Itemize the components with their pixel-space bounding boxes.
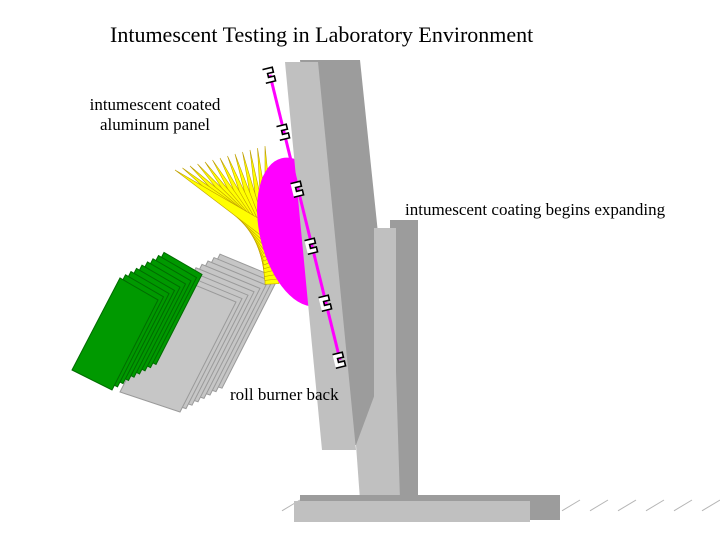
- diagram-stage: Intumescent Testing in Laboratory Enviro…: [0, 0, 720, 540]
- label-expand: intumescent coating begins expanding: [405, 200, 665, 220]
- label-panel-l2: aluminum panel: [100, 115, 210, 134]
- label-panel-l1: intumescent coated: [90, 95, 221, 114]
- label-burner: roll burner back: [230, 385, 339, 405]
- diagram-svg: [0, 0, 720, 540]
- label-panel: intumescent coated aluminum panel: [80, 95, 230, 134]
